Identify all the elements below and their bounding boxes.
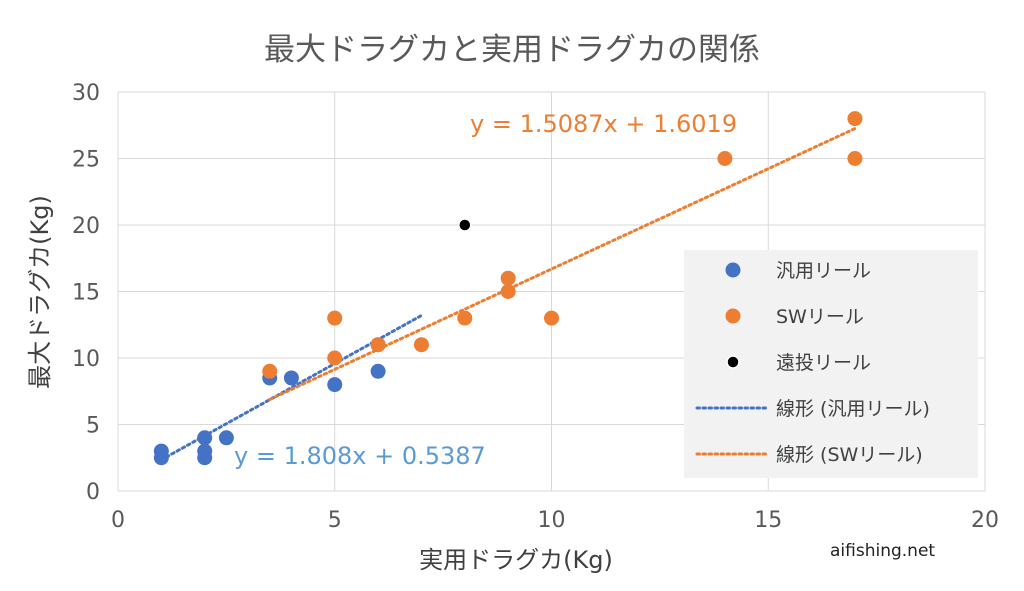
data-point-series-1 [370, 337, 386, 353]
tick-labels: 0 5 10 15 20 25 30 0 5 10 15 20 [72, 81, 999, 533]
y-tick-label: 15 [72, 281, 100, 306]
data-point-series-1 [717, 151, 733, 166]
data-point-series-1 [544, 310, 559, 326]
data-point-series-1 [262, 363, 278, 379]
x-tick-label: 5 [328, 508, 342, 533]
y-tick-label: 10 [72, 347, 100, 372]
legend-label: 線形 (SWリール) [776, 444, 923, 466]
legend-label: SWリール [776, 306, 864, 328]
data-point-series-1 [457, 310, 473, 326]
data-point-series-0 [327, 377, 343, 393]
y-tick-label: 0 [86, 480, 100, 505]
chart-title: 最大ドラグカと実用ドラグカの関係 [264, 32, 760, 68]
data-point-series-1 [500, 270, 516, 286]
data-point-series-1 [413, 337, 429, 353]
legend-marker [726, 355, 740, 369]
x-tick-label: 20 [971, 508, 999, 533]
trendline-1 [268, 127, 857, 401]
x-tick-label: 15 [754, 508, 782, 533]
data-point-series-1 [847, 111, 863, 127]
legend-marker [725, 308, 741, 324]
y-tick-label: 5 [86, 414, 100, 439]
legend-label: 遠投リール [776, 352, 871, 374]
data-point-series-1 [327, 350, 343, 366]
trendline-equation-sw: y = 1.5087x + 1.6019 [470, 110, 737, 138]
data-point-series-2 [458, 218, 472, 232]
data-point-series-0 [197, 430, 213, 446]
legend-label: 汎用リール [776, 260, 871, 282]
legend-label: 線形 (汎用リール) [776, 398, 930, 420]
trendline-equation-general: y = 1.808x + 0.5387 [234, 442, 486, 470]
y-tick-label: 20 [72, 214, 100, 239]
legend-marker [725, 262, 741, 278]
data-point-series-0 [153, 450, 169, 466]
y-tick-label: 25 [72, 148, 100, 173]
grid [117, 91, 986, 492]
data-point-series-0 [370, 363, 386, 379]
x-axis-title: 実用ドラグカ(Kg) [419, 546, 613, 574]
y-tick-label: 30 [72, 81, 100, 106]
data-point-series-1 [847, 151, 863, 166]
x-tick-label: 10 [538, 508, 566, 533]
data-point-series-0 [197, 450, 213, 466]
data-point-series-0 [283, 370, 299, 386]
data-point-series-1 [500, 284, 516, 299]
y-axis-title: 最大ドラグカ(Kg) [26, 195, 54, 389]
watermark: aifishing.net [830, 541, 935, 561]
data-point-series-1 [327, 310, 343, 326]
data-points [153, 111, 863, 466]
data-point-series-0 [218, 430, 234, 446]
x-tick-label: 0 [111, 508, 125, 533]
